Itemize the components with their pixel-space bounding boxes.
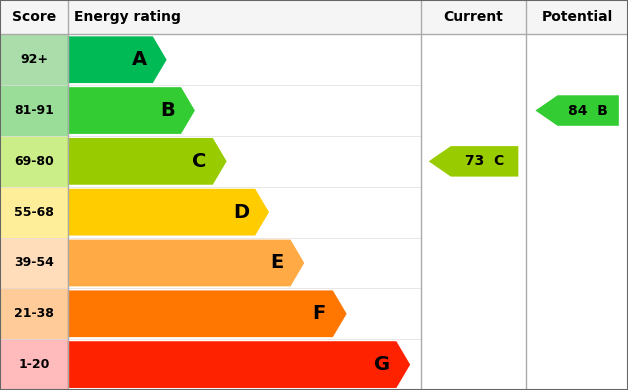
Bar [0,136,68,187]
Text: F: F [312,304,326,323]
Text: 39-54: 39-54 [14,257,54,269]
Bar [0,0,628,34]
Text: D: D [234,203,249,222]
Bar [0,288,68,339]
Text: 81-91: 81-91 [14,104,54,117]
Polygon shape [429,146,518,177]
Bar [0,85,68,136]
Text: C: C [192,152,206,171]
Bar [0,339,68,390]
Polygon shape [68,291,347,337]
Text: 73  C: 73 C [465,154,504,168]
Text: B: B [160,101,175,120]
Text: 55-68: 55-68 [14,206,54,219]
Text: G: G [374,355,391,374]
Polygon shape [68,138,227,185]
Text: 92+: 92+ [20,53,48,66]
Text: 69-80: 69-80 [14,155,54,168]
Polygon shape [536,95,619,126]
Text: Current: Current [443,10,504,24]
Text: 84  B: 84 B [568,103,608,117]
Polygon shape [68,239,305,286]
Text: 21-38: 21-38 [14,307,54,320]
Text: 1-20: 1-20 [18,358,50,371]
Polygon shape [68,36,166,83]
Bar [0,34,68,85]
Text: Potential: Potential [541,10,613,24]
Bar [0,238,68,288]
Polygon shape [68,189,269,236]
Text: Energy rating: Energy rating [74,10,181,24]
Polygon shape [68,87,195,134]
Text: A: A [131,50,146,69]
Bar [0,187,68,238]
Polygon shape [68,341,410,388]
Text: Score: Score [12,10,56,24]
Text: E: E [270,254,283,273]
